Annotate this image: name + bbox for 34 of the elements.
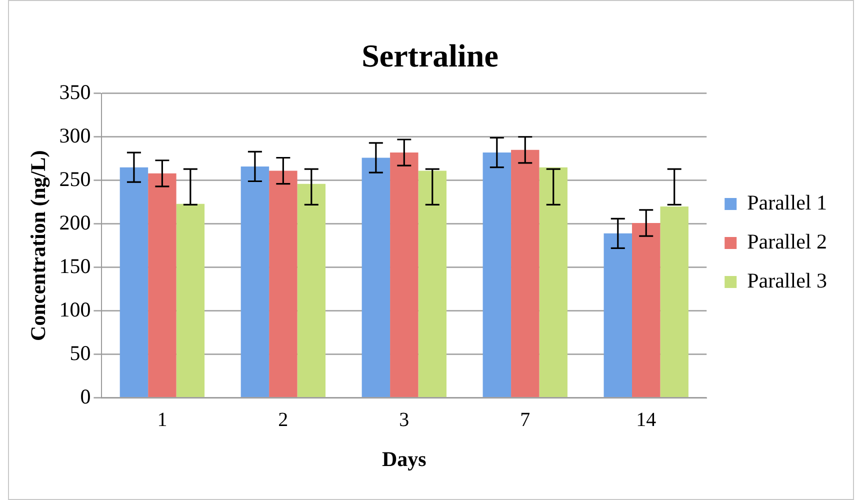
y-tick-label: 0 (80, 384, 91, 408)
y-tick-label: 350 (59, 80, 91, 104)
legend-label: Parallel 1 (747, 190, 827, 215)
bar (511, 150, 540, 398)
chart-title: Sertraline (362, 37, 498, 74)
x-tick-label: 2 (278, 409, 288, 432)
y-tick-label: 150 (59, 254, 91, 278)
bar (148, 173, 176, 398)
bar (176, 204, 205, 398)
bar (418, 170, 446, 398)
bar (269, 170, 298, 398)
bar (604, 233, 632, 398)
bar (660, 206, 688, 398)
bar (539, 167, 568, 398)
x-tick-label: 3 (399, 409, 410, 432)
x-tick-label: 7 (520, 409, 530, 432)
bar (362, 158, 390, 398)
x-tick-label: 14 (636, 409, 656, 432)
bar (632, 222, 660, 398)
bar (390, 152, 418, 398)
y-tick-label: 300 (59, 123, 91, 148)
x-tick-label: 1 (157, 409, 168, 432)
x-axis-title: Days (382, 446, 426, 471)
bar (120, 167, 148, 398)
y-tick-label: 200 (59, 210, 91, 234)
legend-label: Parallel 3 (747, 268, 827, 293)
bar (297, 184, 326, 398)
y-tick-label: 250 (59, 166, 91, 191)
y-tick-label: 50 (70, 340, 91, 365)
legend-label: Parallel 2 (747, 230, 827, 254)
y-tick-label: 100 (59, 297, 91, 322)
bar (240, 166, 270, 398)
y-axis-title: Concentration (ng/L) (26, 150, 50, 341)
bar (482, 152, 512, 398)
